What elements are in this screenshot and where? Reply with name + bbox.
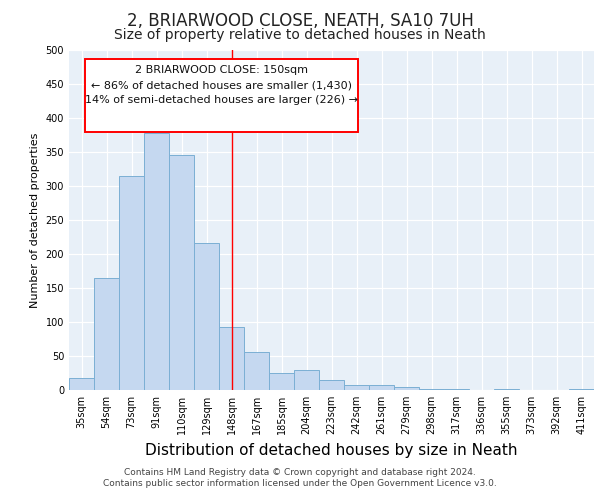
Text: 2, BRIARWOOD CLOSE, NEATH, SA10 7UH: 2, BRIARWOOD CLOSE, NEATH, SA10 7UH	[127, 12, 473, 30]
Bar	[85, 58, 358, 132]
Bar	[244, 352, 269, 390]
Bar	[269, 373, 294, 390]
Bar	[344, 384, 369, 390]
Bar	[194, 243, 219, 390]
Bar	[69, 378, 94, 390]
Bar	[294, 370, 319, 390]
Bar	[419, 388, 444, 390]
Bar	[144, 133, 169, 390]
Text: Contains HM Land Registry data © Crown copyright and database right 2024.
Contai: Contains HM Land Registry data © Crown c…	[103, 468, 497, 487]
Bar	[369, 385, 394, 390]
Bar	[319, 380, 344, 390]
Bar	[219, 327, 244, 390]
X-axis label: Distribution of detached houses by size in Neath: Distribution of detached houses by size …	[145, 442, 518, 458]
Bar	[94, 278, 119, 390]
Bar	[119, 176, 144, 390]
Y-axis label: Number of detached properties: Number of detached properties	[30, 132, 40, 308]
Text: Size of property relative to detached houses in Neath: Size of property relative to detached ho…	[114, 28, 486, 42]
Bar	[169, 154, 194, 390]
Bar	[394, 386, 419, 390]
Text: 2 BRIARWOOD CLOSE: 150sqm
← 86% of detached houses are smaller (1,430)
14% of se: 2 BRIARWOOD CLOSE: 150sqm ← 86% of detac…	[85, 66, 358, 105]
